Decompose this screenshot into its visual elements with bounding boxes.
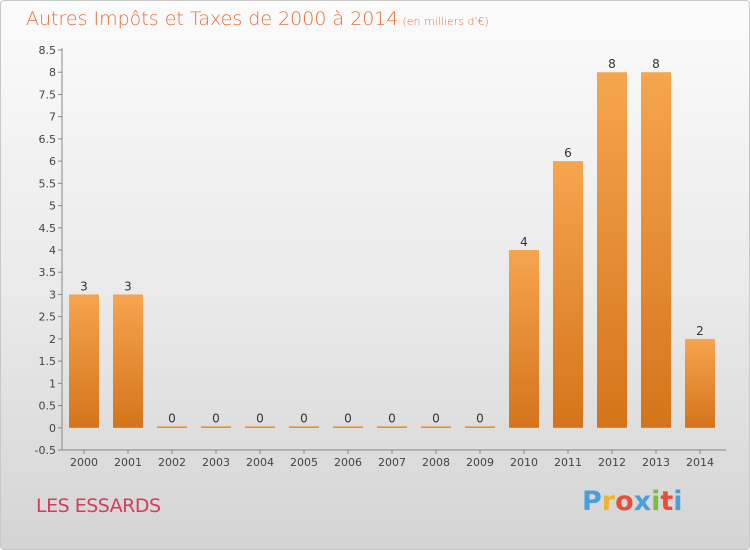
- data-label: 0: [476, 411, 484, 425]
- bar: [641, 72, 671, 428]
- y-tick-label: 2.5: [39, 311, 57, 324]
- x-tick-label: 2013: [642, 456, 670, 469]
- y-tick-label: 7.5: [39, 88, 57, 101]
- data-label: 8: [608, 57, 616, 71]
- bar: [69, 294, 99, 428]
- bar: [685, 338, 715, 428]
- data-label: 0: [168, 411, 176, 425]
- data-label: 0: [388, 411, 396, 425]
- chart-title-text: Autres Impôts et Taxes de 2000 à 2014: [26, 8, 399, 30]
- bar: [245, 426, 275, 428]
- data-label: 3: [124, 279, 132, 293]
- x-tick-label: 2006: [334, 456, 362, 469]
- y-tick-label: 1: [49, 377, 56, 390]
- y-tick-label: 5.5: [39, 177, 57, 190]
- logo-letter: r: [601, 486, 616, 517]
- y-tick-label: 7: [49, 111, 56, 124]
- bar: [465, 426, 495, 428]
- chart-title-unit: (en milliers d'€): [402, 15, 489, 28]
- y-tick-label: 3: [49, 288, 56, 301]
- y-tick-label: -0.5: [35, 444, 56, 457]
- bar: [201, 426, 231, 428]
- bar: [377, 426, 407, 428]
- logo-letter: i: [651, 486, 661, 517]
- x-tick-label: 2007: [378, 456, 406, 469]
- y-tick-label: 4.5: [39, 222, 57, 235]
- y-tick-label: 6: [49, 155, 56, 168]
- y-tick-label: 1.5: [39, 355, 57, 368]
- x-tick-label: 2009: [466, 456, 494, 469]
- data-label: 4: [520, 235, 528, 249]
- x-tick-label: 2011: [554, 456, 582, 469]
- proxiti-logo: Proxiti: [582, 486, 683, 517]
- y-tick-label: 8.5: [39, 44, 57, 57]
- x-tick-label: 2001: [114, 456, 142, 469]
- x-tick-label: 2010: [510, 456, 538, 469]
- y-tick-label: 2: [49, 333, 56, 346]
- data-label: 6: [564, 146, 572, 160]
- y-tick-label: 3.5: [39, 266, 57, 279]
- data-labels: 3 3 0 0 0 0 0 0 0 0 4 6 8 8 2: [80, 57, 704, 425]
- y-tick-label: 8: [49, 66, 56, 79]
- data-label: 0: [344, 411, 352, 425]
- data-label: 0: [300, 411, 308, 425]
- bar: [157, 426, 187, 428]
- x-tick-label: 2005: [290, 456, 318, 469]
- bar: [509, 250, 539, 428]
- y-tick-label: 0: [49, 422, 56, 435]
- logo-letter: t: [660, 486, 674, 517]
- data-label: 8: [652, 57, 660, 71]
- bar: [333, 426, 363, 428]
- y-axis: -0.5 0 0.5 1 1.5 2 2.5 3 3.5 4 4.5 5 5.5 6 6.5 7 7.5 8 8.5: [35, 44, 726, 457]
- bar: [597, 72, 627, 428]
- bars: [69, 72, 715, 428]
- bar: [421, 426, 451, 428]
- place-name: LES ESSARDS: [36, 495, 161, 517]
- data-label: 2: [696, 324, 704, 338]
- x-tick-label: 2000: [70, 456, 98, 469]
- logo-letter: P: [582, 486, 602, 517]
- bar: [553, 161, 583, 428]
- chart-title: Autres Impôts et Taxes de 2000 à 2014 (en…: [26, 8, 489, 30]
- logo-letter: o: [615, 486, 634, 517]
- x-tick-label: 2008: [422, 456, 450, 469]
- x-tick-label: 2012: [598, 456, 626, 469]
- bar: [289, 426, 319, 428]
- data-label: 0: [212, 411, 220, 425]
- logo-letter: i: [673, 486, 683, 517]
- y-tick-label: 4: [49, 244, 56, 257]
- data-label: 0: [432, 411, 440, 425]
- y-tick-label: 6.5: [39, 133, 57, 146]
- x-tick-label: 2003: [202, 456, 230, 469]
- x-tick-label: 2004: [246, 456, 274, 469]
- y-tick-label: 0.5: [39, 400, 57, 413]
- logo-letter: x: [633, 486, 652, 517]
- x-tick-label: 2002: [158, 456, 186, 469]
- data-label: 3: [80, 279, 88, 293]
- data-label: 0: [256, 411, 264, 425]
- x-tick-label: 2014: [686, 456, 714, 469]
- y-tick-label: 5: [49, 200, 56, 213]
- bar: [113, 294, 143, 428]
- x-axis: 2000 2001 2002 2003 2004 2005 2006 2007 2008 2009…: [70, 450, 714, 469]
